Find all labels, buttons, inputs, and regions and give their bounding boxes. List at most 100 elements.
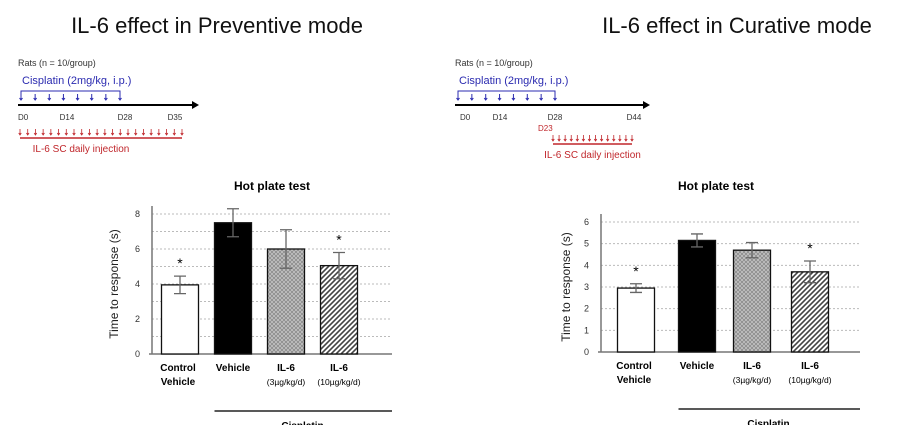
error-bar [227, 208, 239, 238]
y-tick-label: 3 [584, 282, 589, 292]
day-label: D14 [493, 113, 508, 122]
il6-dose-arrow [575, 135, 579, 142]
day-label: D14 [60, 113, 75, 122]
x-category-label: IL-6 [743, 361, 761, 372]
il6-dose-arrow [172, 129, 176, 136]
cisplatin-dose-arrow [497, 94, 502, 101]
bar [616, 287, 656, 353]
il6-label: IL-6 SC daily injection [544, 150, 641, 161]
x-category-label: (3µg/kg/d) [267, 377, 306, 387]
cisplatin-bracket [20, 90, 121, 95]
y-tick-label: 0 [135, 349, 140, 359]
il6-dose-arrow [630, 135, 634, 142]
y-tick-label: 1 [584, 325, 589, 335]
panel-title-preventive: IL-6 effect in Preventive mode [71, 13, 363, 38]
bar [160, 284, 200, 355]
significance-marker: * [633, 263, 639, 279]
day-label: D28 [548, 113, 563, 122]
y-tick-label: 2 [584, 304, 589, 314]
x-category-label: IL-6 [801, 361, 819, 372]
il6-dose-arrow [103, 129, 107, 136]
il6-dose-arrow [149, 129, 153, 136]
il6-dose-arrow [180, 129, 184, 136]
il6-dose-arrow [72, 129, 76, 136]
x-category-label: IL-6 [330, 363, 348, 374]
cisplatin-dose-arrow [75, 94, 80, 101]
y-axis-label: Time to response (s) [559, 232, 573, 342]
error-bar [630, 283, 642, 294]
cisplatin-dose-arrow [103, 94, 108, 101]
y-tick-label: 6 [584, 217, 589, 227]
il6-dose-arrow [118, 129, 122, 136]
y-tick-label: 0 [584, 347, 589, 357]
bar [790, 271, 830, 353]
il6-dose-arrow [141, 129, 146, 136]
il6-dose-arrow [606, 135, 610, 142]
il6-dose-arrow [64, 129, 68, 136]
error-bar [280, 229, 292, 269]
timeline-arrow-icon [192, 101, 199, 109]
y-tick-label: 2 [135, 314, 140, 324]
il6-dose-arrow [18, 129, 22, 136]
il6-dose-arrow [126, 129, 130, 136]
il6-dose-arrow [157, 129, 161, 136]
x-category-label: Vehicle [216, 363, 251, 374]
cisplatin-label: Cisplatin (2mg/kg, i.p.) [22, 75, 131, 87]
group-label: Cisplatin [281, 421, 323, 425]
y-axis-label: Time to response (s) [107, 229, 121, 339]
il6-dose-arrow [110, 129, 115, 136]
y-tick-label: 6 [135, 244, 140, 254]
il6-dose-arrow [56, 129, 61, 136]
il6-start-label: D23 [538, 124, 553, 133]
x-category-label: (10µg/kg/d) [788, 375, 831, 385]
x-category-label: Control [160, 363, 196, 374]
y-tick-label: 4 [584, 260, 589, 270]
chart-title: Hot plate test [678, 179, 754, 193]
day-label: D0 [460, 113, 471, 122]
cisplatin-dose-arrow [118, 94, 122, 101]
il6-dose-arrow [80, 129, 84, 136]
y-tick-label: 4 [135, 279, 140, 289]
il6-dose-arrow [612, 135, 616, 142]
il6-dose-arrow [95, 129, 99, 136]
error-bar [691, 233, 703, 248]
rats-label: Rats (n = 10/group) [18, 58, 96, 68]
il6-dose-arrow [164, 129, 169, 136]
x-category-label: (10µg/kg/d) [317, 377, 360, 387]
cisplatin-bracket [457, 90, 556, 95]
panel-title-curative: IL-6 effect in Curative mode [602, 13, 872, 38]
rats-label: Rats (n = 10/group) [455, 58, 533, 68]
x-category-label: Vehicle [617, 375, 652, 386]
y-tick-label: 8 [135, 209, 140, 219]
timeline-arrow-icon [643, 101, 650, 109]
cisplatin-label: Cisplatin (2mg/kg, i.p.) [459, 75, 568, 87]
cisplatin-dose-arrow [33, 94, 38, 101]
il6-dose-arrow [41, 129, 45, 136]
il6-label: IL-6 SC daily injection [33, 144, 130, 155]
group-label: Cisplatin [747, 419, 789, 425]
cisplatin-dose-arrow [469, 94, 474, 101]
y-tick-label: 5 [584, 239, 589, 249]
significance-marker: * [807, 240, 813, 256]
il6-dose-arrow [624, 135, 628, 142]
day-label: D44 [627, 113, 642, 122]
cisplatin-dose-arrow [47, 94, 52, 101]
x-category-label: Vehicle [161, 377, 196, 388]
bar [319, 264, 359, 355]
il6-dose-arrow [581, 135, 586, 142]
cisplatin-dose-arrow [553, 94, 557, 101]
cisplatin-dose-arrow [19, 94, 23, 101]
il6-dose-arrow [618, 135, 622, 142]
cisplatin-dose-arrow [525, 94, 530, 101]
significance-marker: * [177, 255, 183, 271]
error-bar [746, 241, 758, 259]
bar [677, 239, 717, 353]
x-category-label: Control [616, 361, 652, 372]
cisplatin-dose-arrow [61, 94, 66, 101]
day-label: D35 [168, 113, 183, 122]
bar [213, 222, 253, 355]
il6-dose-arrow [49, 129, 53, 136]
cisplatin-dose-arrow [89, 94, 94, 101]
